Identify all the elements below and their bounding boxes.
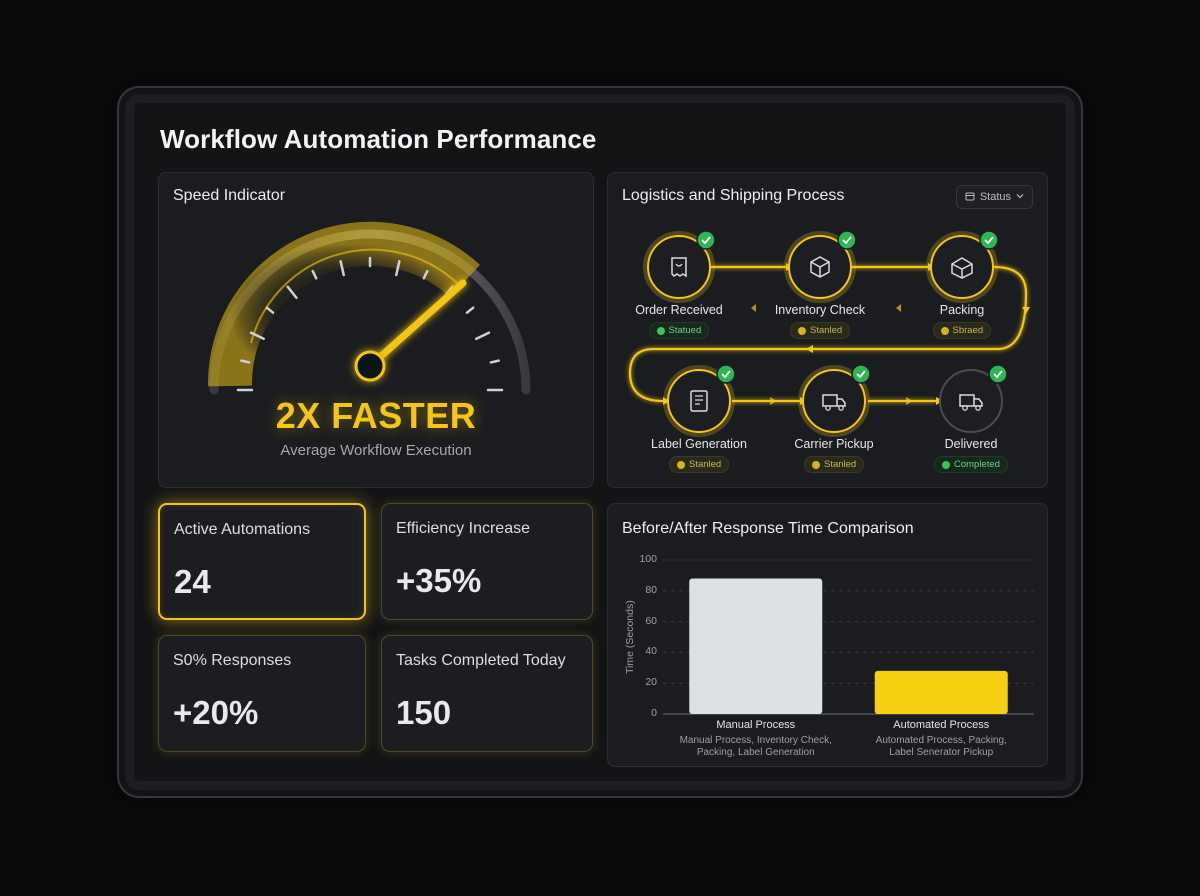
receipt-icon (643, 230, 716, 303)
stat-card-tasks-completed[interactable]: Tasks Completed Today 150 (381, 635, 593, 752)
stat-value: 24 (174, 563, 211, 600)
gauge-tick (395, 260, 401, 277)
gauge-tick (339, 260, 345, 277)
gauge-tick (489, 359, 500, 364)
chart-x-category-note: Packing, Label Generation (696, 747, 815, 758)
status-badge-text: Statued (668, 325, 702, 336)
process-step-status-badge: Completed (934, 456, 1008, 473)
chart-x-category-note: Manual Process, Inventory Check, (679, 735, 832, 746)
process-step-status-badge: Sbraed (932, 322, 992, 339)
chart-y-tick-label: 0 (651, 707, 657, 719)
logistics-process-title: Logistics and Shipping Process (622, 187, 845, 204)
package-icon (926, 230, 999, 303)
gauge-tick (311, 269, 318, 280)
truck-icon (798, 364, 871, 437)
chart-title: Before/After Response Time Comparison (622, 520, 914, 537)
process-step-label: Label Generation (651, 437, 747, 451)
chart-y-tick-label: 80 (645, 583, 657, 596)
stat-label: Active Automations (174, 521, 311, 538)
gauge-tick (240, 359, 251, 364)
status-dot-icon (940, 326, 949, 335)
process-flow-lines (628, 263, 1030, 405)
chart-x-category-note: Automated Process, Packing, (875, 735, 1007, 746)
process-step-status-badge: Statued (648, 322, 710, 339)
document-icon (663, 364, 736, 437)
status-dot-icon (656, 326, 665, 335)
status-dot-icon (942, 460, 950, 469)
truck-icon (939, 364, 1008, 433)
logistics-process-panel: Logistics and Shipping Process Status (607, 172, 1048, 488)
stat-value: +20% (173, 694, 259, 731)
stat-value: 150 (396, 694, 452, 731)
gauge-tick (286, 285, 298, 299)
process-step-status-badge: Stanled (804, 456, 865, 473)
process-step-label: Delivered (944, 437, 998, 451)
status-badge-text: Completed (954, 459, 1000, 470)
status-dot-icon (798, 326, 806, 335)
process-step-label: Packing (939, 303, 985, 317)
response-time-chart (663, 559, 1034, 715)
process-step-label: Inventory Check (774, 303, 866, 317)
speed-gauge (207, 221, 531, 395)
speed-indicator-panel: Speed Indicator 2X FASTER Aver (158, 172, 594, 488)
box-icon (784, 230, 857, 303)
process-step-status-badge: Stanled (790, 322, 851, 339)
chart-text-layer: 0 20 40 60 80 100 Manual Process Manual Process… (608, 504, 1049, 766)
status-dropdown[interactable]: Status (955, 185, 1033, 209)
status-badge-text: Stanled (824, 459, 857, 470)
gauge-tick (265, 306, 275, 314)
chevron-down-icon (1016, 191, 1024, 203)
chart-y-tick-label: 100 (639, 553, 657, 565)
chart-y-tick-label: 40 (645, 645, 657, 658)
chart-y-tick-label: 60 (645, 614, 657, 627)
stat-card-active-automations[interactable]: Active Automations 24 (158, 503, 366, 620)
chart-x-category-note: Label Senerator Pickup (889, 747, 994, 758)
gauge-tick (422, 269, 429, 280)
chart-x-category-label: Manual Process (716, 719, 796, 731)
speed-indicator-title: Speed Indicator (173, 187, 286, 204)
stat-label: S0% Responses (173, 652, 292, 669)
stat-label: Tasks Completed Today (396, 652, 566, 669)
stat-card-responses[interactable]: S0% Responses +20% (158, 635, 366, 752)
status-dot-icon (677, 460, 685, 469)
stat-label: Efficiency Increase (396, 520, 530, 537)
stat-card-efficiency[interactable]: Efficiency Increase +35% (381, 503, 593, 620)
status-badge-text: Stanled (810, 325, 843, 336)
gauge-tick (475, 331, 491, 341)
chart-y-tick-label: 20 (645, 676, 657, 689)
calendar-icon (965, 191, 975, 204)
speed-subtitle: Average Workflow Execution (280, 442, 472, 459)
stat-value: +35% (396, 562, 482, 599)
status-badge-text: Stanled (689, 459, 722, 470)
process-step-label: Carrier Pickup (794, 437, 874, 451)
gauge-tick (465, 306, 475, 314)
status-badge-text: Sbraed (952, 325, 984, 336)
chart-bar (874, 670, 1008, 714)
chart-x-category-label: Automated Process (893, 719, 990, 731)
process-steps: Order Received Statued Inventory Check Stan… (608, 173, 1049, 489)
process-step-status-badge: Stanled (669, 456, 730, 473)
status-dropdown-label: Status (979, 191, 1011, 203)
process-step-label: Order Received (635, 303, 723, 317)
chart-bar (689, 578, 823, 714)
page-title: Workflow Automation Performance (160, 124, 597, 154)
gauge-tick (249, 331, 265, 341)
response-time-chart-panel: Before/After Response Time Comparison Ti… (607, 503, 1048, 767)
status-dot-icon (812, 460, 820, 469)
speed-headline: 2X FASTER (275, 395, 477, 436)
